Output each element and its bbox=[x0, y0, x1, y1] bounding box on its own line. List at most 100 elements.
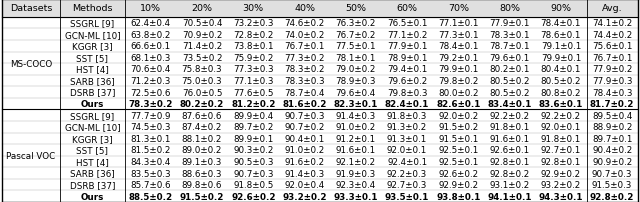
Text: 79.9±0.1: 79.9±0.1 bbox=[438, 65, 479, 74]
Text: 94.1±0.1: 94.1±0.1 bbox=[488, 192, 532, 201]
Text: 75.9±0.2: 75.9±0.2 bbox=[233, 54, 273, 63]
Text: 87.4±0.2: 87.4±0.2 bbox=[182, 123, 222, 132]
Text: 91.5±0.2: 91.5±0.2 bbox=[180, 192, 224, 201]
Text: 91.6±0.1: 91.6±0.1 bbox=[490, 134, 530, 143]
Text: 91.5±0.1: 91.5±0.1 bbox=[438, 134, 479, 143]
Text: 87.6±0.6: 87.6±0.6 bbox=[182, 111, 222, 120]
Text: 92.6±0.2: 92.6±0.2 bbox=[438, 169, 479, 178]
Text: 88.9±0.2: 88.9±0.2 bbox=[592, 123, 632, 132]
Text: 92.0±0.1: 92.0±0.1 bbox=[387, 146, 428, 155]
Text: 92.5±0.1: 92.5±0.1 bbox=[438, 146, 479, 155]
Text: KGGR [3]: KGGR [3] bbox=[72, 134, 113, 143]
Text: GCN-ML [10]: GCN-ML [10] bbox=[65, 123, 120, 132]
Text: 78.3±0.2: 78.3±0.2 bbox=[284, 65, 324, 74]
Text: 76.5±0.1: 76.5±0.1 bbox=[387, 19, 428, 28]
Text: 90%: 90% bbox=[550, 4, 572, 13]
Text: 77.9±0.1: 77.9±0.1 bbox=[387, 42, 428, 51]
Text: 77.3±0.3: 77.3±0.3 bbox=[233, 65, 273, 74]
Text: 92.2±0.2: 92.2±0.2 bbox=[490, 111, 530, 120]
Text: Avg.: Avg. bbox=[602, 4, 623, 13]
Text: 89.8±0.6: 89.8±0.6 bbox=[182, 180, 222, 189]
Text: 81.6±0.2: 81.6±0.2 bbox=[282, 100, 327, 109]
Text: 91.3±0.1: 91.3±0.1 bbox=[387, 134, 428, 143]
Text: 90.7±0.3: 90.7±0.3 bbox=[592, 169, 632, 178]
Text: 77.1±0.1: 77.1±0.1 bbox=[438, 19, 479, 28]
Text: 94.3±0.1: 94.3±0.1 bbox=[539, 192, 583, 201]
Text: 91.6±0.2: 91.6±0.2 bbox=[284, 157, 324, 166]
Text: 80.0±0.2: 80.0±0.2 bbox=[438, 88, 479, 97]
Text: 62.4±0.4: 62.4±0.4 bbox=[131, 19, 171, 28]
Text: 92.6±0.1: 92.6±0.1 bbox=[490, 146, 530, 155]
Text: 74.0±0.2: 74.0±0.2 bbox=[284, 31, 324, 40]
Text: 75.8±0.3: 75.8±0.3 bbox=[182, 65, 222, 74]
Text: 92.8±0.1: 92.8±0.1 bbox=[541, 157, 581, 166]
Text: 63.8±0.2: 63.8±0.2 bbox=[131, 31, 171, 40]
Text: 93.3±0.1: 93.3±0.1 bbox=[333, 192, 378, 201]
Text: 81.3±0.1: 81.3±0.1 bbox=[131, 134, 171, 143]
Text: 93.1±0.2: 93.1±0.2 bbox=[490, 180, 530, 189]
Text: 76.3±0.2: 76.3±0.2 bbox=[335, 19, 376, 28]
Text: SST [5]: SST [5] bbox=[76, 146, 108, 155]
Text: 92.6±0.2: 92.6±0.2 bbox=[231, 192, 275, 201]
Text: 92.0±0.1: 92.0±0.1 bbox=[541, 123, 581, 132]
Text: 91.5±0.2: 91.5±0.2 bbox=[438, 123, 479, 132]
Text: 71.2±0.3: 71.2±0.3 bbox=[131, 77, 171, 86]
Text: 92.3±0.4: 92.3±0.4 bbox=[336, 180, 376, 189]
Text: 77.9±0.1: 77.9±0.1 bbox=[490, 19, 530, 28]
Text: 88.5±0.2: 88.5±0.2 bbox=[129, 192, 173, 201]
Text: 79.6±0.2: 79.6±0.2 bbox=[387, 77, 428, 86]
Text: 70.6±0.4: 70.6±0.4 bbox=[131, 65, 171, 74]
Text: 92.9±0.2: 92.9±0.2 bbox=[541, 169, 581, 178]
Text: SARB [36]: SARB [36] bbox=[70, 169, 115, 178]
Text: Ours: Ours bbox=[81, 100, 104, 109]
Text: 91.8±0.5: 91.8±0.5 bbox=[233, 180, 273, 189]
Text: 91.8±0.1: 91.8±0.1 bbox=[541, 134, 581, 143]
Text: 91.0±0.2: 91.0±0.2 bbox=[336, 123, 376, 132]
Text: 78.6±0.1: 78.6±0.1 bbox=[541, 31, 581, 40]
Text: 91.8±0.3: 91.8±0.3 bbox=[387, 111, 428, 120]
Text: 30%: 30% bbox=[243, 4, 264, 13]
Text: 80.5±0.2: 80.5±0.2 bbox=[490, 88, 530, 97]
Text: 72.5±0.6: 72.5±0.6 bbox=[131, 88, 171, 97]
Text: 78.3±0.1: 78.3±0.1 bbox=[490, 31, 530, 40]
Text: 89.9±0.1: 89.9±0.1 bbox=[233, 134, 273, 143]
Text: 89.5±0.4: 89.5±0.4 bbox=[592, 111, 632, 120]
Text: 68.1±0.3: 68.1±0.3 bbox=[131, 54, 171, 63]
Text: 81.2±0.2: 81.2±0.2 bbox=[231, 100, 275, 109]
Text: 93.2±0.2: 93.2±0.2 bbox=[541, 180, 581, 189]
Text: 80%: 80% bbox=[499, 4, 520, 13]
Text: 50%: 50% bbox=[346, 4, 366, 13]
Text: 75.6±0.1: 75.6±0.1 bbox=[592, 42, 632, 51]
Text: 79.6±0.1: 79.6±0.1 bbox=[490, 54, 530, 63]
Text: DSRB [37]: DSRB [37] bbox=[70, 180, 115, 189]
Text: 76.7±0.1: 76.7±0.1 bbox=[284, 42, 324, 51]
Text: 81.5±0.2: 81.5±0.2 bbox=[131, 146, 171, 155]
Text: 92.1±0.2: 92.1±0.2 bbox=[336, 157, 376, 166]
Text: 91.0±0.2: 91.0±0.2 bbox=[284, 146, 324, 155]
Text: 80.2±0.2: 80.2±0.2 bbox=[180, 100, 224, 109]
Text: 89.9±0.4: 89.9±0.4 bbox=[233, 111, 273, 120]
Text: 92.8±0.1: 92.8±0.1 bbox=[490, 157, 530, 166]
Text: 72.8±0.2: 72.8±0.2 bbox=[233, 31, 273, 40]
Text: 92.2±0.3: 92.2±0.3 bbox=[387, 169, 428, 178]
Text: 77.9±0.2: 77.9±0.2 bbox=[592, 65, 632, 74]
Text: 91.9±0.3: 91.9±0.3 bbox=[336, 169, 376, 178]
Text: Datasets: Datasets bbox=[10, 4, 52, 13]
Text: 90.4±0.2: 90.4±0.2 bbox=[592, 146, 632, 155]
Text: KGGR [3]: KGGR [3] bbox=[72, 42, 113, 51]
Text: SSGRL [9]: SSGRL [9] bbox=[70, 111, 115, 120]
Text: 77.3±0.2: 77.3±0.2 bbox=[284, 54, 324, 63]
Text: 91.8±0.1: 91.8±0.1 bbox=[490, 123, 530, 132]
Text: 92.8±0.2: 92.8±0.2 bbox=[490, 169, 530, 178]
Text: 93.5±0.1: 93.5±0.1 bbox=[385, 192, 429, 201]
Text: 89.0±0.2: 89.0±0.2 bbox=[182, 146, 222, 155]
Text: HST [4]: HST [4] bbox=[76, 157, 109, 166]
Text: 78.4±0.1: 78.4±0.1 bbox=[438, 42, 479, 51]
Text: 77.7±0.9: 77.7±0.9 bbox=[131, 111, 171, 120]
Text: 90.7±0.3: 90.7±0.3 bbox=[233, 169, 273, 178]
Text: 92.2±0.2: 92.2±0.2 bbox=[541, 111, 581, 120]
Text: 79.0±0.2: 79.0±0.2 bbox=[335, 65, 376, 74]
Text: 78.9±0.3: 78.9±0.3 bbox=[335, 77, 376, 86]
Text: 88.1±0.2: 88.1±0.2 bbox=[182, 134, 222, 143]
Text: 78.3±0.3: 78.3±0.3 bbox=[284, 77, 325, 86]
